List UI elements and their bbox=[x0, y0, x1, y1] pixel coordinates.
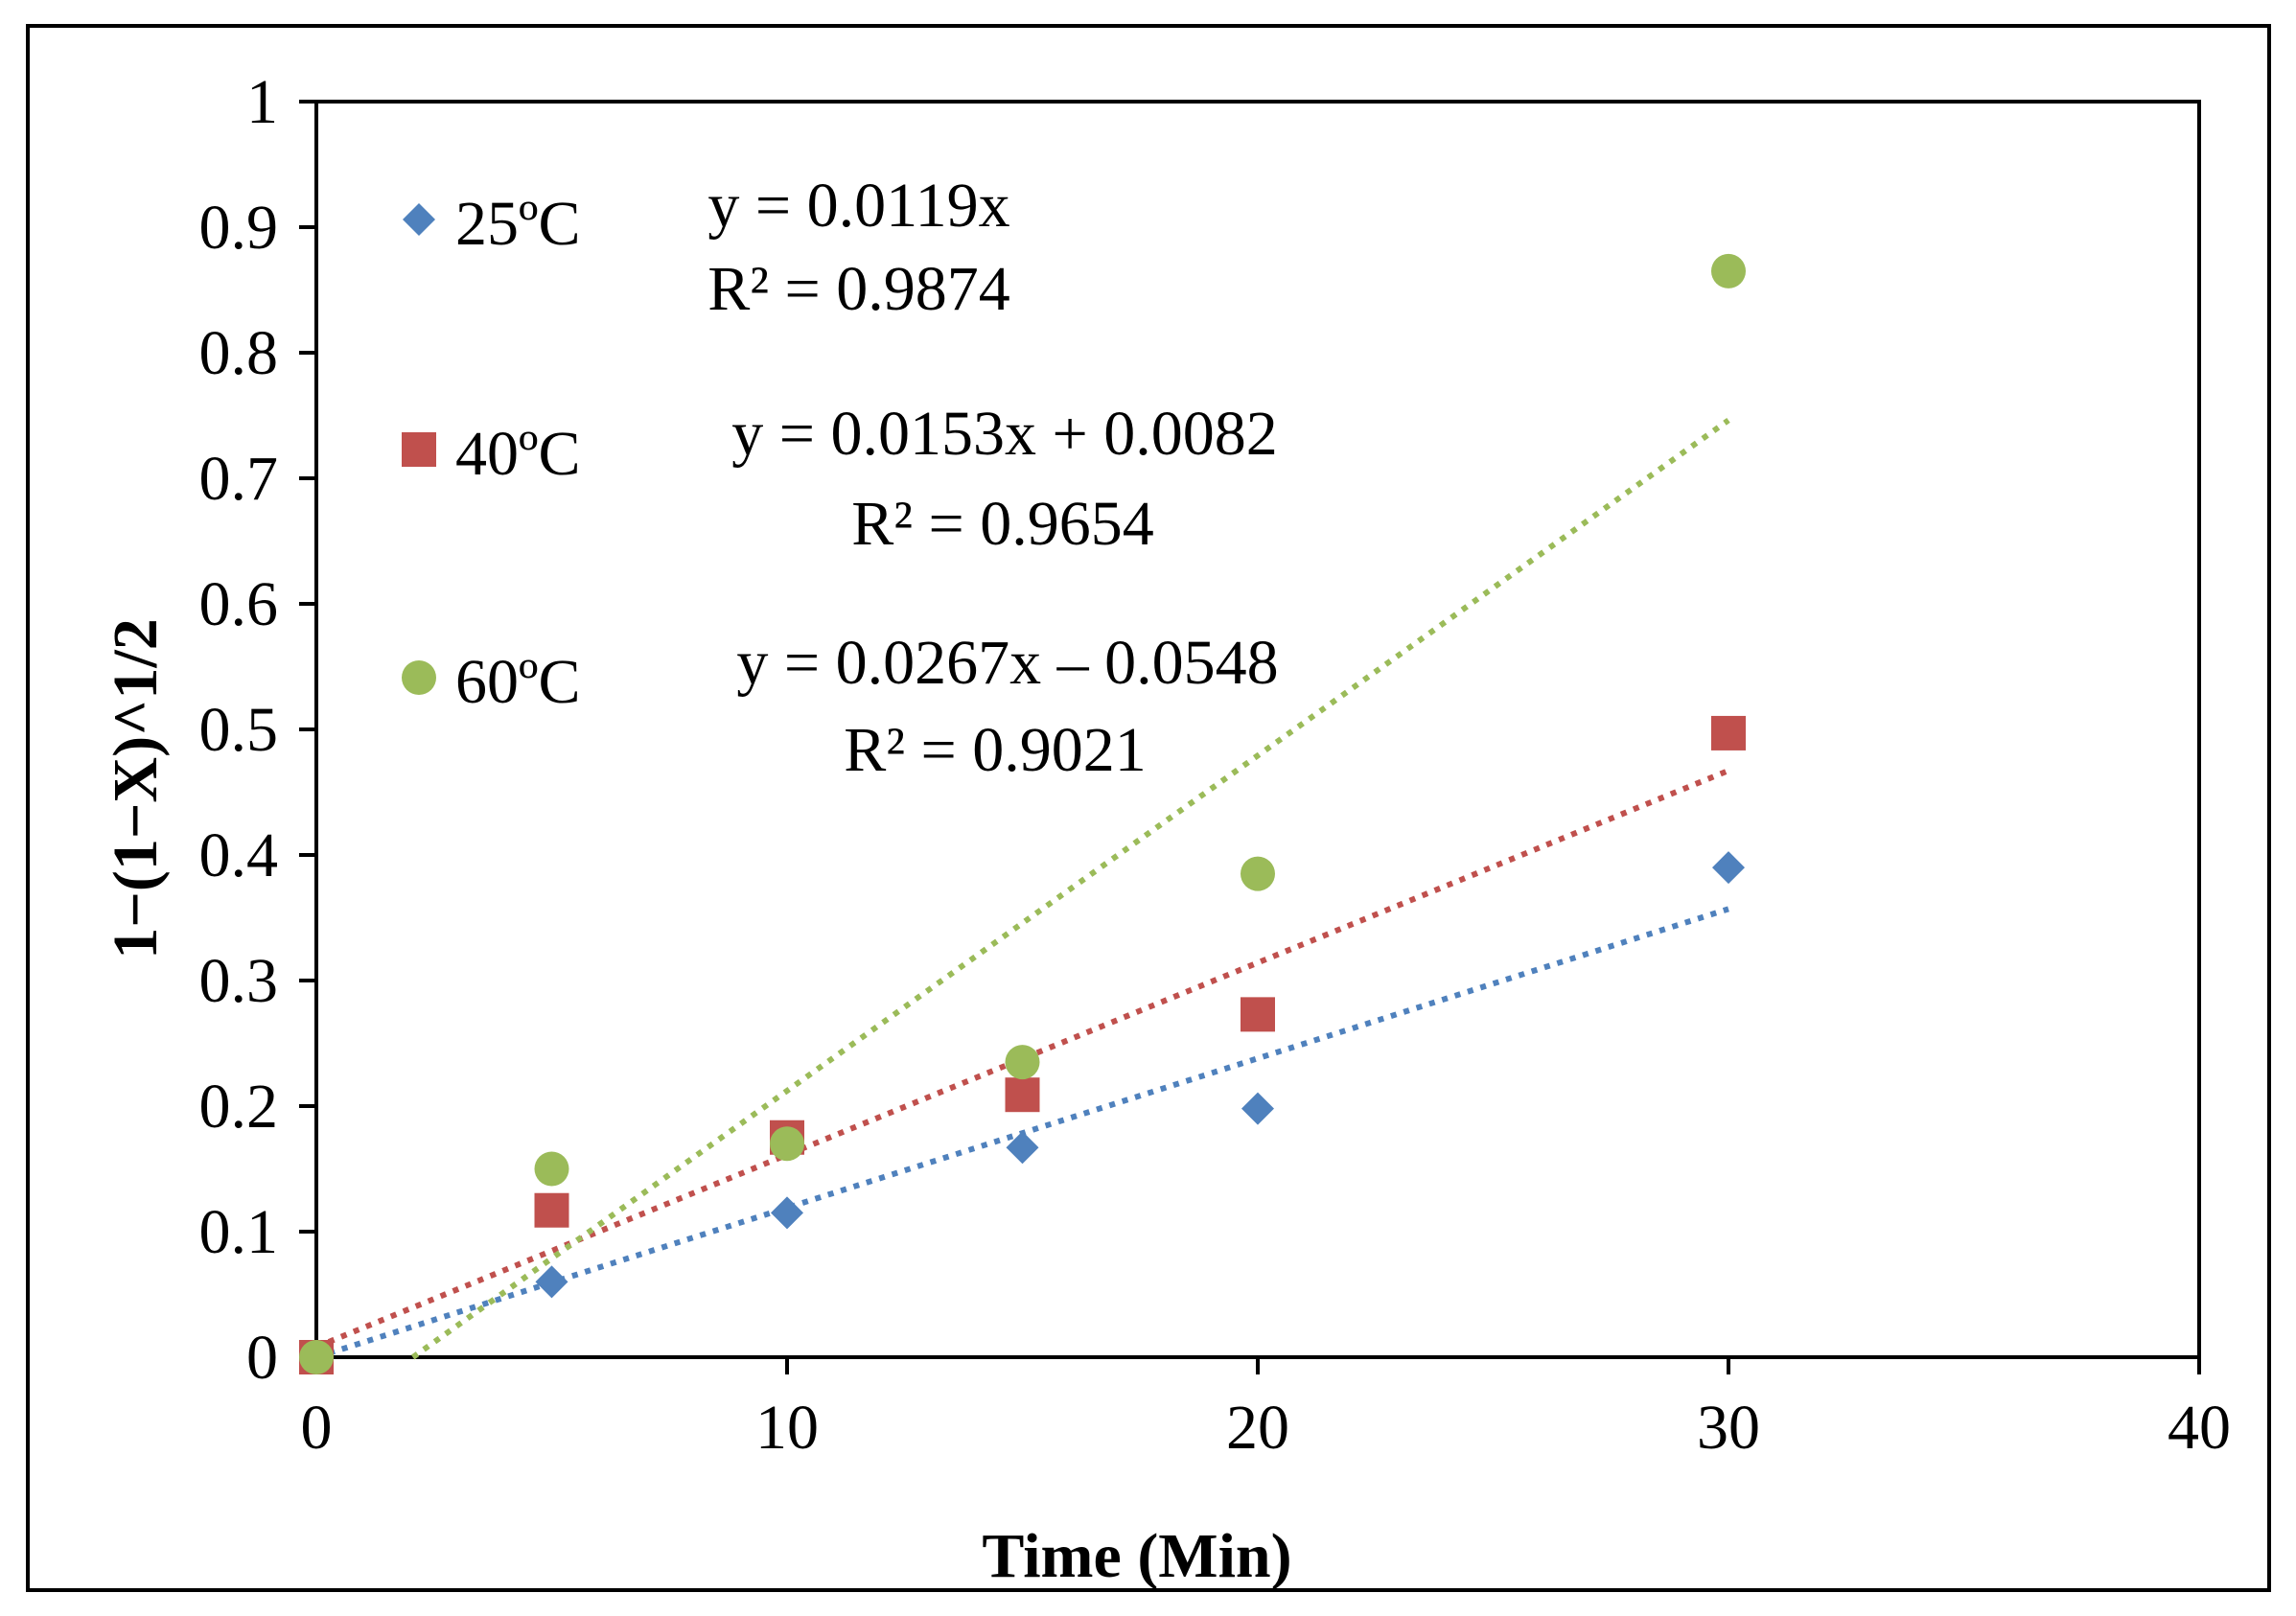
trendline-equation-40-c: y = 0.0153x + 0.0082 bbox=[731, 399, 1277, 469]
data-point-25-c bbox=[535, 1265, 568, 1299]
data-point-60-c bbox=[1005, 1045, 1040, 1080]
y-tick-label: 0 bbox=[246, 1323, 278, 1393]
x-tick-label: 10 bbox=[755, 1393, 819, 1463]
data-point-40-c bbox=[534, 1192, 569, 1228]
trendline-r2-25-c: R² = 0.9874 bbox=[707, 254, 1010, 324]
y-axis-title: 1−(1−X)^1/2 bbox=[101, 618, 171, 959]
y-tick-label: 0.4 bbox=[199, 820, 279, 890]
data-point-25-c bbox=[1006, 1131, 1039, 1165]
legend-marker-60-c bbox=[402, 660, 436, 695]
x-tick-label: 0 bbox=[301, 1393, 333, 1463]
data-point-40-c bbox=[1005, 1077, 1040, 1113]
trendline-equation-60-c: y = 0.0267x – 0.0548 bbox=[736, 628, 1278, 698]
data-point-40-c bbox=[1241, 997, 1275, 1032]
trendline-r2-40-c: R² = 0.9654 bbox=[851, 489, 1154, 559]
data-point-25-c bbox=[1712, 851, 1745, 885]
data-point-60-c bbox=[1241, 856, 1275, 891]
trendline-equation-25-c: y = 0.0119x bbox=[707, 171, 1009, 241]
y-tick-label: 0.6 bbox=[199, 569, 279, 639]
data-point-40-c bbox=[1711, 715, 1746, 750]
y-tick-label: 0.1 bbox=[199, 1197, 279, 1267]
x-tick-label: 30 bbox=[1697, 1393, 1760, 1463]
x-tick-label: 40 bbox=[2168, 1393, 2231, 1463]
y-tick-label: 1 bbox=[246, 67, 278, 137]
legend-label-60-c: 60ºC bbox=[455, 647, 581, 717]
legend-marker-25-c bbox=[403, 203, 435, 236]
chart-frame: 0 0.1 0.2 0.3 0.4 0.5 0.6 0.7 0.8 0.9 1 0 10 20 30 40 2… bbox=[26, 24, 2271, 1592]
y-tick-label: 0.8 bbox=[199, 318, 279, 388]
data-point-60-c bbox=[534, 1151, 569, 1187]
trendline-r2-60-c: R² = 0.9021 bbox=[844, 715, 1147, 785]
data-point-25-c bbox=[1241, 1092, 1274, 1125]
plot-area-border bbox=[314, 100, 2201, 1359]
y-tick-label: 0.3 bbox=[199, 946, 279, 1016]
legend: 25ºC y = 0.0119x R² = 0.9874 40ºC y = 0.0153… bbox=[402, 171, 1279, 785]
y-tick-label: 0.2 bbox=[199, 1072, 279, 1142]
x-tick-label: 20 bbox=[1226, 1393, 1289, 1463]
y-tick-label: 0.7 bbox=[199, 444, 279, 514]
data-points bbox=[299, 253, 1746, 1374]
legend-label-40-c: 40ºC bbox=[455, 419, 581, 489]
axes: 00.10.20.30.40.50.60.70.80.910 10 20 30 40 bbox=[199, 67, 2232, 1463]
y-tick-label: 0.9 bbox=[199, 193, 279, 263]
trendlines bbox=[314, 418, 1730, 1360]
data-point-60-c bbox=[299, 1340, 334, 1374]
data-point-60-c bbox=[770, 1126, 804, 1162]
y-tick-label: 0.5 bbox=[199, 695, 279, 765]
data-point-60-c bbox=[1711, 253, 1746, 289]
trendline-60-c bbox=[410, 418, 1730, 1360]
legend-label-25-c: 25ºC bbox=[455, 189, 581, 259]
legend-marker-40-c bbox=[402, 432, 436, 467]
data-point-25-c bbox=[771, 1196, 803, 1230]
chart-svg: 00.10.20.30.40.50.60.70.80.910 10 20 30 40 2… bbox=[101, 67, 2232, 1588]
x-axis-title: Time (Min) bbox=[982, 1521, 1291, 1588]
